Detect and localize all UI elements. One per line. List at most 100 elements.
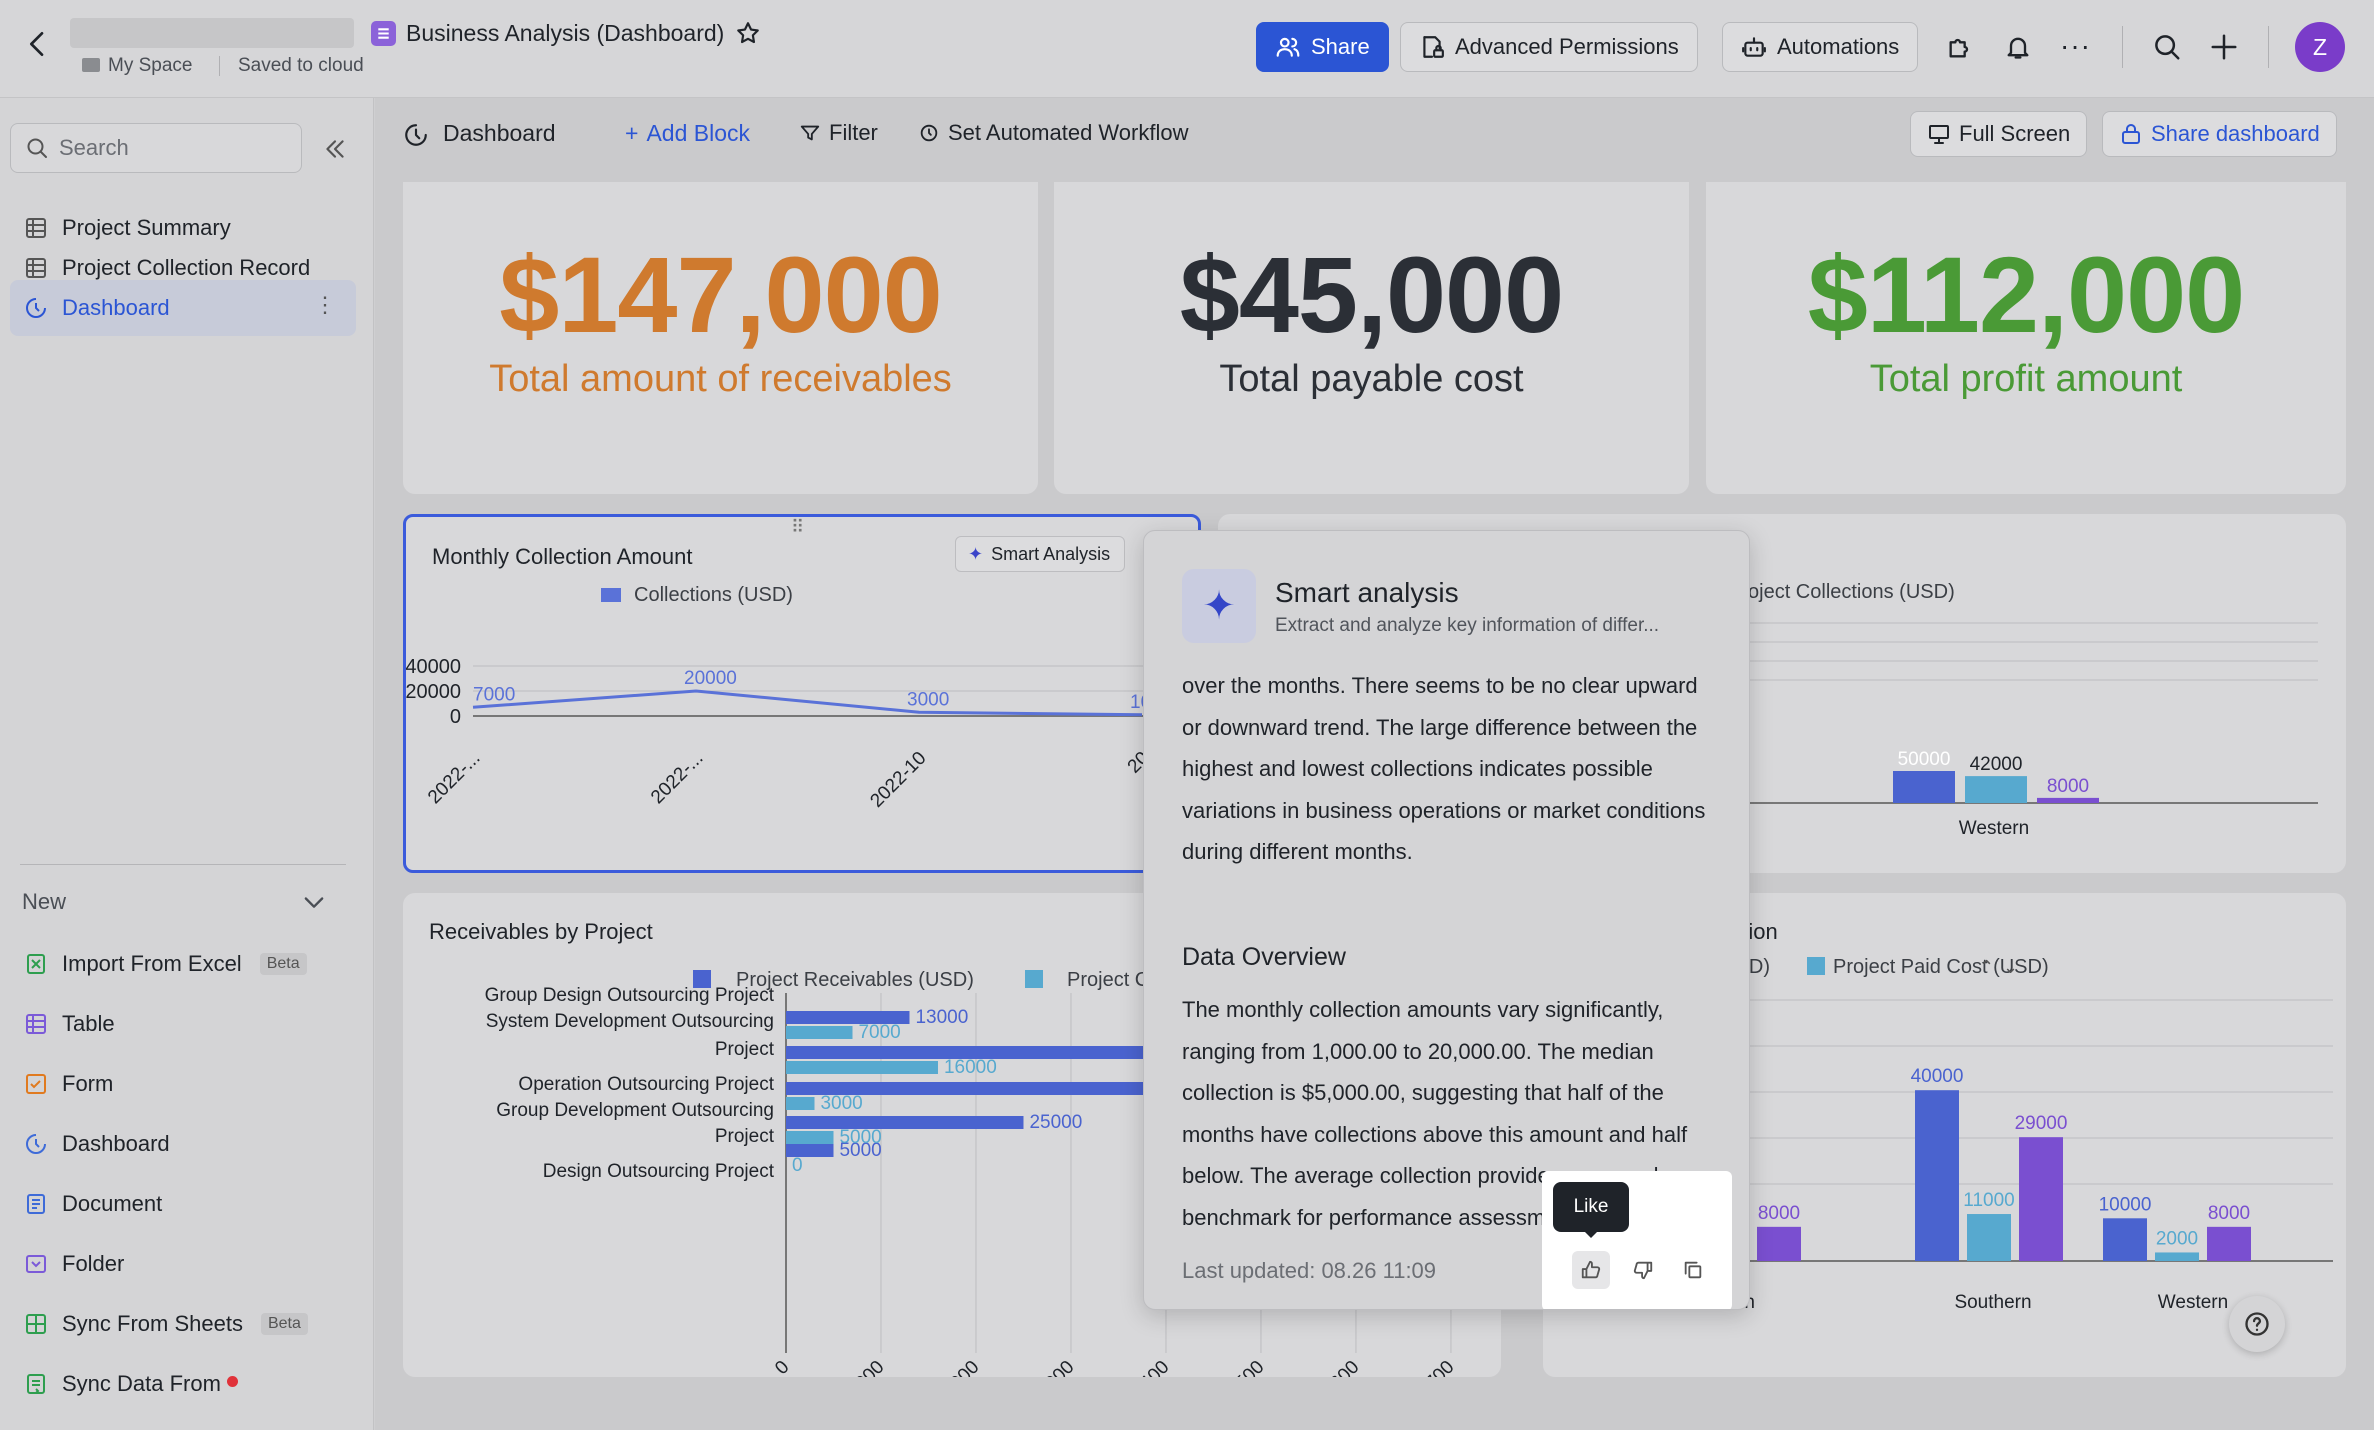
new-item-label: Sync From Sheets [62,1311,243,1336]
bar [786,1097,815,1110]
data-label: 0 [792,1155,803,1176]
presentation-icon [1929,125,1949,144]
new-item-document[interactable]: Document [10,1176,356,1232]
full-screen-label: Full Screen [1959,121,2071,146]
red-dot [226,1375,238,1387]
document-icon [27,1194,45,1214]
dislike-button[interactable] [1624,1251,1662,1289]
stat-card-receivables[interactable]: $147,000 Total amount of receivables [403,182,1038,494]
tooltip-arrow [1583,1230,1599,1238]
share-button[interactable]: Share [1256,22,1389,72]
table-icon [26,1014,46,1034]
new-item-dashboard[interactable]: Dashboard [10,1116,356,1172]
analysis-paragraph: over the months. There seems to be no cl… [1182,673,1706,864]
help-button[interactable] [2229,1296,2285,1352]
lock-doc-icon [1423,36,1444,58]
monthly-line-chart: Collections (USD) 40000 20000 0 7000 20000 300… [406,584,1196,812]
drag-handle-icon[interactable]: ⠿ [791,517,804,537]
section-heading: Data Overview [1182,943,1346,971]
search-icon [27,138,47,158]
new-item-folder[interactable]: Folder [10,1236,356,1292]
beta-badge: Beta [259,953,307,975]
sidebar-item-label: Project Collection Record [62,255,311,280]
new-item-import-excel[interactable]: Import From Excel Beta [10,936,356,992]
share-dashboard-button[interactable]: Share dashboard [2102,111,2337,157]
sync-icon [27,1374,45,1394]
folder-icon [26,1255,46,1273]
workflow-button[interactable]: Set Automated Workflow [918,120,1189,146]
table-icon [26,258,46,278]
monthly-collection-card[interactable]: ⠿ Monthly Collection Amount ✦ Smart Anal… [403,514,1201,873]
toolbar-title: Dashboard [443,120,556,146]
y-tick-label: 40000 [406,656,461,678]
add-block-label: Add Block [646,120,750,146]
redacted-path [70,18,354,48]
thumbs-down-icon [1633,1261,1653,1280]
bar [786,1061,938,1074]
new-item-form[interactable]: Form [10,1056,356,1112]
full-screen-button[interactable]: Full Screen [1910,111,2088,157]
sidebar-item-project-summary[interactable]: Project Summary [10,200,356,256]
users-icon [1276,37,1300,57]
sidebar-item-project-collection-record[interactable]: Project Collection Record [10,240,356,296]
smart-analysis-popup: ✦ Smart analysis Extract and analyze key… [1143,530,1750,1310]
new-item-label: Dashboard [62,1131,170,1156]
category-label: Design Outsourcing Project [543,1161,775,1182]
sidebar-item-dashboard[interactable]: Dashboard ⋮ [10,280,356,336]
thumbs-up-icon [1581,1260,1601,1279]
avatar[interactable]: Z [2295,22,2345,72]
popup-title: Smart analysis [1275,577,1459,608]
star-icon[interactable] [735,20,761,46]
stat-card-profit[interactable]: $112,000 Total profit amount [1706,182,2346,494]
new-item-sync-from-sheets[interactable]: Sync From Sheets Beta [10,1296,356,1352]
search-icon[interactable] [2152,32,2182,62]
robot-icon [1742,37,1766,57]
bar [786,1144,834,1157]
automations-button[interactable]: Automations [1722,22,1919,72]
add-block-button[interactable]: + Add Block [625,120,750,147]
bar [786,1026,853,1039]
doc-title[interactable]: Business Analysis (Dashboard) [406,20,725,46]
receivables-bar-chart: Project Receivables (USD)Project Coll010… [485,969,1459,1377]
x-tick-label: 600 [1326,1357,1363,1377]
data-label: 25000 [1029,1112,1082,1133]
x-tick-label: 400 [1136,1357,1173,1377]
copy-icon [1684,1261,1702,1279]
excel-icon [27,954,45,974]
collapse-sidebar-icon[interactable] [322,136,348,162]
new-item-table[interactable]: Table [10,996,356,1052]
smart-analysis-button[interactable]: ✦ Smart Analysis [955,536,1126,572]
data-label: 8000 [2047,776,2089,797]
more-icon[interactable]: ··· [2060,30,2091,61]
tooltip-label: Like [1573,1196,1609,1217]
new-item-label: Folder [62,1251,125,1276]
x-tick-label: 2022-10 [866,748,930,812]
stat-card-payable[interactable]: $45,000 Total payable cost [1054,182,1689,494]
sidebar-item-label: Dashboard [62,295,170,320]
divider [2122,26,2123,68]
dashboard-icon [405,124,427,146]
filter-button[interactable]: Filter [799,120,878,146]
more-vertical-icon[interactable]: ⋮ [314,292,336,317]
chevron-down-icon[interactable] [300,888,328,916]
breadcrumb-space[interactable]: My Space [108,55,193,76]
copy-button[interactable] [1674,1251,1712,1289]
category-label: Group Development Outsourcing Project [496,1100,774,1147]
bar [786,1116,1024,1129]
bar [2155,1252,2199,1261]
new-item-label: Table [62,1011,115,1036]
bell-icon[interactable] [2004,33,2032,61]
legend-label: Project Paid Cost (USD) [1833,956,2049,978]
folder-small-icon [82,58,100,72]
plus-icon[interactable] [2209,32,2239,62]
like-button[interactable] [1572,1251,1610,1289]
data-label: 29000 [2015,1113,2068,1134]
stat-subtitle: Total amount of receivables [489,358,952,400]
chevron-up-icon: ⌃ [1979,957,1994,977]
back-button[interactable] [22,28,58,64]
new-item-sync-data-from[interactable]: Sync Data From [10,1356,356,1412]
search-input[interactable]: Search [10,123,302,173]
plugin-icon[interactable] [1946,33,1974,61]
filter-icon [800,125,820,141]
advanced-permissions-button[interactable]: Advanced Permissions [1400,22,1698,72]
